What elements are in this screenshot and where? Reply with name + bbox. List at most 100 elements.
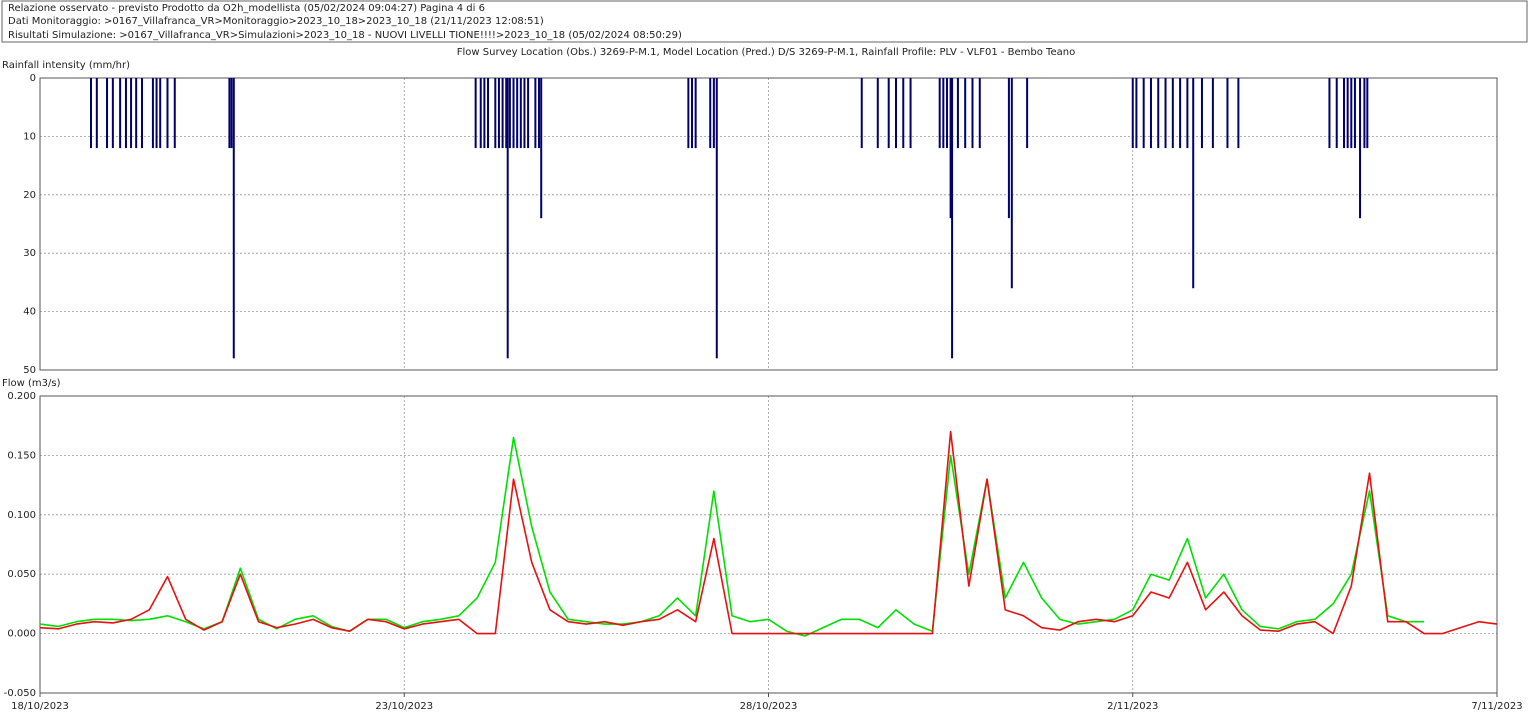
rain-bar bbox=[978, 78, 981, 149]
rain-bar bbox=[1192, 78, 1195, 289]
rain-bar bbox=[951, 78, 954, 359]
header-line: Risultati Simulazione: >0167_Villafranca… bbox=[8, 30, 682, 41]
rain-bar bbox=[479, 78, 482, 149]
rain-bar bbox=[1237, 78, 1240, 149]
rain-bar bbox=[534, 78, 537, 149]
rain-bar bbox=[687, 78, 690, 149]
y-tick-label: 20 bbox=[23, 190, 36, 201]
rain-bar bbox=[715, 78, 718, 359]
rain-bar bbox=[159, 78, 162, 149]
rain-bar bbox=[1157, 78, 1160, 149]
rain-bar bbox=[949, 78, 952, 219]
rain-bar bbox=[89, 78, 92, 149]
plot-frame bbox=[39, 395, 1498, 694]
rain-bar bbox=[691, 78, 694, 149]
y-tick-label: 10 bbox=[23, 131, 36, 142]
flow-line bbox=[39, 436, 1425, 637]
rain-bar bbox=[1363, 78, 1366, 149]
rain-bar bbox=[1179, 78, 1182, 149]
y-tick-label: 0.050 bbox=[7, 569, 36, 580]
rain-bar bbox=[1142, 78, 1145, 149]
rain-bar bbox=[1226, 78, 1229, 149]
y-tick-label: 0.100 bbox=[7, 510, 36, 521]
rain-bar bbox=[1186, 78, 1189, 149]
rain-bar bbox=[173, 78, 176, 149]
header-line: Dati Monitoraggio: >0167_Villafranca_VR>… bbox=[8, 16, 544, 27]
rain-bar bbox=[1164, 78, 1167, 149]
rain-bar bbox=[1026, 78, 1029, 149]
rain-bar bbox=[1366, 78, 1369, 149]
rain-bar bbox=[860, 78, 863, 149]
rain-bar bbox=[876, 78, 879, 149]
rain-bar bbox=[971, 78, 974, 149]
rain-bar bbox=[232, 78, 235, 359]
rain-bar bbox=[140, 78, 143, 149]
flow-line bbox=[39, 430, 1498, 635]
header-box bbox=[1, 0, 1528, 43]
rain-bar bbox=[124, 78, 127, 149]
y-axis-label: Rainfall intensity (mm/hr) bbox=[2, 60, 130, 71]
rain-bar bbox=[230, 78, 233, 149]
y-axis-label: Flow (m3/s) bbox=[2, 378, 61, 389]
rain-bar bbox=[540, 78, 543, 219]
rain-bar bbox=[538, 78, 541, 149]
rain-bar bbox=[527, 78, 530, 149]
rain-bar bbox=[228, 78, 231, 149]
header: Relazione osservato - previsto Prodotto … bbox=[1, 0, 1528, 43]
rain-bar bbox=[523, 78, 526, 149]
y-tick-label: 40 bbox=[23, 307, 36, 318]
rain-bar bbox=[106, 78, 109, 149]
rain-bar bbox=[894, 78, 897, 149]
rain-bar bbox=[135, 78, 138, 149]
rain-bar bbox=[155, 78, 158, 149]
rain-bar bbox=[938, 78, 941, 149]
chart-title: Flow Survey Location (Obs.) 3269-P-M.1, … bbox=[457, 47, 1075, 58]
rain-bar bbox=[487, 78, 490, 149]
rain-bar bbox=[1335, 78, 1338, 149]
rain-bar bbox=[506, 78, 509, 359]
rain-bar bbox=[1211, 78, 1214, 149]
rain-bar bbox=[95, 78, 98, 149]
x-tick-label: 7/11/2023 bbox=[1471, 701, 1522, 712]
rain-bar bbox=[1343, 78, 1346, 149]
rain-bar bbox=[151, 78, 154, 149]
rain-bar bbox=[712, 78, 715, 149]
rain-bar bbox=[709, 78, 712, 149]
rain-bar bbox=[1353, 78, 1356, 149]
rain-bar bbox=[942, 78, 945, 149]
rain-bar bbox=[1359, 78, 1362, 219]
rain-bar bbox=[505, 78, 508, 149]
rain-bar bbox=[512, 78, 515, 149]
rain-bar bbox=[1010, 78, 1013, 289]
rain-bar bbox=[516, 78, 519, 149]
rain-bar bbox=[119, 78, 122, 149]
rain-bar bbox=[501, 78, 504, 149]
rain-bar bbox=[1346, 78, 1349, 149]
rain-bar bbox=[494, 78, 497, 149]
rain-bar bbox=[1007, 78, 1010, 219]
y-tick-label: 0.150 bbox=[7, 450, 36, 461]
rain-bar bbox=[474, 78, 477, 149]
y-tick-label: 50 bbox=[23, 365, 36, 376]
rain-bar bbox=[1328, 78, 1331, 149]
y-tick-label: 0.200 bbox=[7, 391, 36, 402]
rain-bar bbox=[111, 78, 114, 149]
rain-bar bbox=[1200, 78, 1203, 149]
rain-bar bbox=[964, 78, 967, 149]
x-tick-label: 28/10/2023 bbox=[740, 701, 798, 712]
y-tick-label: 0 bbox=[30, 73, 36, 84]
rain-bar bbox=[519, 78, 522, 149]
rain-bar bbox=[694, 78, 697, 149]
rain-bar bbox=[166, 78, 169, 149]
header-line: Relazione osservato - previsto Prodotto … bbox=[8, 3, 485, 14]
rain-bar bbox=[497, 78, 500, 149]
rain-bar bbox=[1135, 78, 1138, 149]
rain-bar bbox=[483, 78, 486, 149]
rain-bar bbox=[945, 78, 948, 149]
rain-bar bbox=[902, 78, 905, 149]
y-tick-label: 30 bbox=[23, 248, 36, 259]
rain-bar bbox=[130, 78, 133, 149]
x-tick-label: 2/11/2023 bbox=[1107, 701, 1158, 712]
rain-bar bbox=[1350, 78, 1353, 149]
